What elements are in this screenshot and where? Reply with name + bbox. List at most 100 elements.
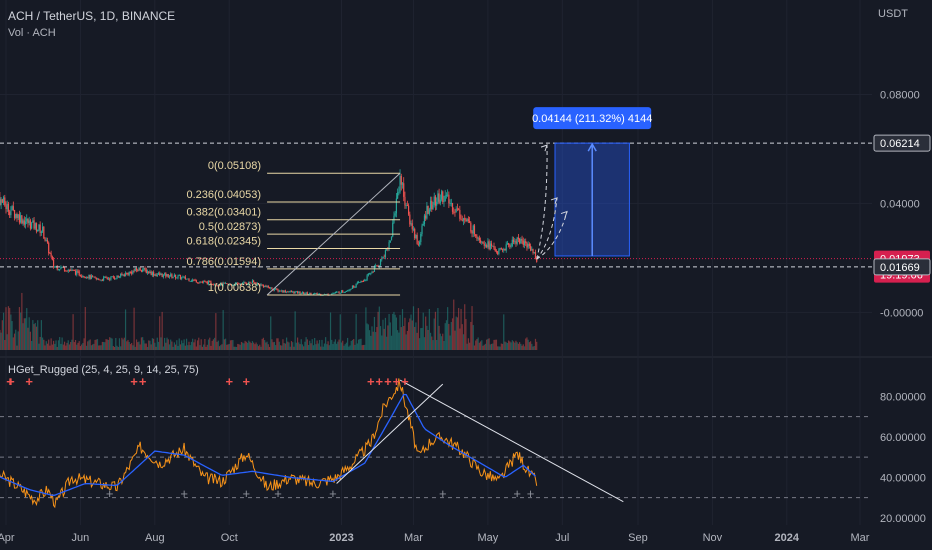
candle-body — [347, 290, 349, 292]
volume-bar — [178, 338, 180, 350]
candle-body — [196, 282, 199, 284]
candle-body — [390, 236, 393, 241]
volume-bar — [234, 346, 236, 350]
volume-bar — [408, 322, 410, 350]
candle-body — [243, 282, 245, 284]
candle-body — [67, 269, 69, 272]
candle-body — [245, 283, 247, 285]
candle-body — [89, 275, 91, 279]
volume-bar — [51, 344, 53, 350]
plus-marker-gray: + — [329, 486, 337, 501]
volume-bar — [100, 345, 102, 350]
volume-bar — [9, 307, 11, 350]
volume-bar — [315, 344, 317, 350]
candle-body — [137, 270, 139, 271]
candle-body — [365, 279, 367, 281]
volume-bar — [48, 339, 50, 350]
candle-body — [24, 221, 27, 225]
plus-marker-red: + — [225, 374, 233, 389]
volume-bar — [31, 340, 33, 350]
forecast-path — [536, 145, 548, 260]
volume-bar — [326, 344, 328, 350]
volume-bar — [459, 328, 461, 350]
candle-body — [221, 282, 223, 286]
candle-body — [37, 229, 39, 232]
candle-body — [494, 248, 496, 252]
candle-body — [1, 199, 3, 203]
candle-body — [216, 284, 218, 286]
candle-body — [400, 176, 402, 185]
volume-bar — [56, 346, 58, 350]
candle-body — [361, 280, 363, 282]
candle-body — [255, 283, 257, 285]
volume-bar — [129, 344, 132, 350]
volume-bar — [267, 344, 269, 350]
candle-body — [7, 203, 10, 212]
candle-body — [377, 265, 379, 267]
volume-bar — [292, 342, 294, 350]
candle-body — [72, 269, 74, 271]
candle-body — [31, 222, 33, 229]
candle-body — [530, 245, 532, 251]
volume-bar — [511, 340, 513, 350]
candle-body — [194, 279, 196, 281]
volume-bar — [462, 334, 465, 350]
volume-bar — [418, 338, 421, 350]
candle-body — [337, 291, 339, 293]
candle-body — [309, 292, 311, 294]
volume-bar — [183, 339, 185, 350]
volume-bar — [525, 338, 527, 350]
candle-body — [70, 270, 72, 272]
candle-body — [134, 268, 136, 272]
volume-bar — [279, 345, 282, 350]
candle-body — [465, 219, 467, 222]
volume-bar — [360, 338, 362, 350]
volume-bar — [111, 338, 113, 350]
volume-bar — [484, 343, 487, 350]
volume-bar — [17, 331, 19, 350]
volume-bar — [57, 340, 60, 350]
candle-body — [244, 282, 246, 284]
candle-body — [200, 281, 202, 283]
candle-body — [68, 269, 71, 271]
candle-body — [256, 283, 258, 285]
candle-body — [239, 284, 241, 285]
candle-body — [95, 277, 97, 280]
candle-body — [388, 242, 390, 250]
volume-bar — [266, 341, 268, 350]
candle-body — [9, 211, 11, 216]
candle-body — [381, 258, 383, 260]
volume-bar — [414, 326, 416, 350]
candle-body — [151, 272, 153, 276]
volume-bar — [138, 341, 140, 350]
volume-bar — [85, 345, 88, 350]
candle-body — [357, 282, 360, 284]
volume-bar — [390, 335, 393, 350]
forecast-arrow-head — [560, 210, 568, 218]
candle-body — [210, 281, 212, 285]
candle-body — [149, 271, 151, 274]
candle-body — [0, 197, 1, 206]
volume-bar — [473, 345, 476, 350]
volume-bar — [82, 343, 84, 350]
volume-bar — [536, 341, 538, 350]
candle-body — [262, 285, 265, 288]
candle-body — [501, 249, 504, 251]
candle-body — [94, 276, 96, 278]
volume-bar — [394, 314, 396, 350]
plus-marker-gray: + — [243, 486, 251, 501]
candle-body — [242, 282, 244, 285]
candle-body — [167, 274, 169, 278]
candle-body — [490, 243, 493, 247]
candle-body — [173, 274, 175, 277]
candle-body — [511, 239, 513, 246]
candle-body — [470, 222, 472, 232]
price-marker-label: 0.06214 — [880, 138, 920, 150]
candle-body — [389, 240, 391, 243]
time-tick-label: 2023 — [329, 532, 353, 544]
volume-bar — [325, 337, 327, 350]
candle-body — [293, 291, 295, 294]
volume-bar — [389, 322, 391, 350]
volume-bar — [320, 346, 322, 350]
